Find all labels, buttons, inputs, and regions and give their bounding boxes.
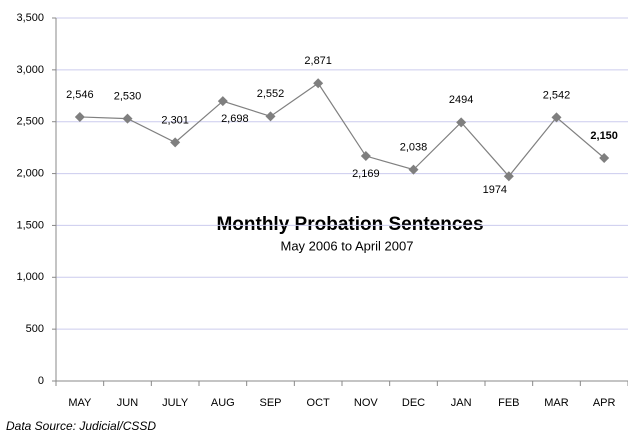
data-label: 2,301 [161, 114, 189, 126]
x-tick-label: AUG [211, 397, 235, 409]
x-tick-label: JULY [162, 397, 189, 409]
data-point [503, 171, 514, 182]
x-tick-label: MAR [544, 397, 569, 409]
data-line [79, 82, 605, 178]
data-point [599, 153, 610, 164]
data-label: 2,542 [543, 89, 571, 101]
data-label: 1974 [483, 184, 507, 196]
x-tick-label: APR [593, 397, 616, 409]
data-point [408, 164, 419, 175]
data-point [217, 96, 228, 107]
y-tick-label: 1,000 [16, 271, 44, 283]
data-label: 2494 [449, 94, 473, 106]
data-label: 2,038 [400, 142, 428, 154]
x-tick-label: MAY [68, 397, 92, 409]
data-label: 2,169 [352, 168, 380, 180]
data-point [170, 137, 181, 148]
chart-title: Monthly Probation Sentences [216, 214, 483, 235]
y-tick-label: 500 [26, 323, 44, 335]
y-tick-label: 3,500 [16, 12, 44, 24]
data-label: 2,530 [114, 91, 142, 103]
data-point [74, 111, 85, 122]
data-label: 2,698 [221, 113, 249, 125]
data-label: 2,552 [257, 88, 285, 100]
data-label: 2,871 [304, 55, 332, 67]
x-tick-label: FEB [498, 397, 519, 409]
x-tick-label: JAN [451, 397, 472, 409]
data-point [265, 111, 276, 122]
y-tick-label: 3,000 [16, 64, 44, 76]
x-tick-label: JUN [117, 397, 138, 409]
chart-subtitle: May 2006 to April 2007 [281, 238, 414, 253]
y-tick-label: 2,000 [16, 167, 44, 179]
y-tick-label: 1,500 [16, 219, 44, 231]
x-tick-label: DEC [402, 397, 425, 409]
data-point [551, 112, 562, 123]
y-tick-label: 0 [38, 375, 44, 387]
x-tick-label: NOV [354, 397, 379, 409]
data-point [313, 78, 324, 89]
x-tick-label: OCT [307, 397, 331, 409]
source-note: Data Source: Judicial/CSSD [6, 419, 156, 433]
data-point [360, 151, 371, 162]
x-tick-label: SEP [259, 397, 281, 409]
y-tick-label: 2,500 [16, 116, 44, 128]
data-point [456, 117, 467, 128]
data-label: 2,150 [590, 130, 618, 142]
data-label: 2,546 [66, 89, 94, 101]
data-point [122, 113, 133, 124]
